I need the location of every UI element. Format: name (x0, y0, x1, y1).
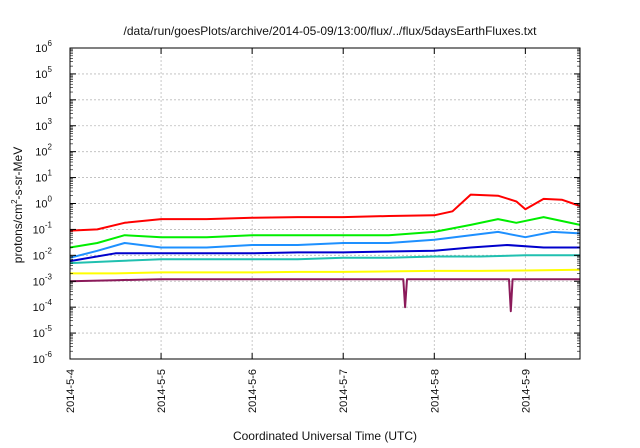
y-tick-label: 101 (35, 169, 52, 185)
series-line-2 (69, 216, 581, 249)
x-tick-label: 2014-5-4 (65, 369, 77, 413)
y-tick-label: 103 (35, 117, 52, 133)
series-group (69, 193, 581, 313)
series-line-7 (69, 278, 580, 313)
y-tick-label: 10-5 (33, 324, 53, 340)
series-line-5 (69, 254, 580, 265)
y-tick-label: 106 (35, 39, 52, 55)
grid (70, 48, 580, 359)
y-tick-label: 10-6 (33, 350, 53, 366)
y-tick-label: 102 (35, 143, 52, 159)
y-tick-label: 10-3 (33, 272, 53, 288)
y-tick-label: 100 (35, 195, 52, 211)
series-line-6 (70, 268, 581, 275)
series-line-1 (69, 193, 581, 232)
y-axis-label: protons/cm2-s-sr-MeV (10, 147, 25, 263)
x-tick-label: 2014-5-8 (429, 369, 441, 413)
x-axis-label: Coordinated Universal Time (UTC) (233, 429, 417, 443)
series-line-4 (69, 244, 580, 263)
y-tick-label: 10-4 (33, 298, 53, 314)
series-line-3 (69, 230, 581, 259)
y-tick-label: 10-2 (33, 246, 53, 262)
x-tick-label: 2014-5-5 (156, 369, 168, 413)
x-axis-ticks: 2014-5-4 2014-5-5 2014-5-6 2014-5-7 2014-5-8… (65, 48, 532, 413)
x-tick-label: 2014-5-9 (520, 369, 532, 413)
y-tick-label: 104 (35, 91, 52, 107)
chart-title: /data/run/goesPlots/archive/2014-05-09/1… (124, 24, 538, 38)
y-tick-label: 105 (35, 65, 52, 81)
y-tick-label: 10-1 (33, 220, 53, 236)
x-tick-label: 2014-5-6 (247, 369, 259, 413)
x-tick-label: 2014-5-7 (338, 369, 350, 413)
y-axis-ticks: 10-6 10-5 10-4 10-3 10-2 10-1 100 101 102 103 104 1… (33, 39, 580, 366)
